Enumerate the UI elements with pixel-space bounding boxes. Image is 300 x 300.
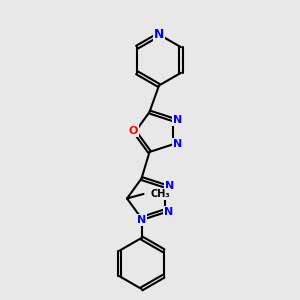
Text: N: N: [165, 181, 174, 191]
Text: O: O: [129, 125, 138, 136]
Text: N: N: [137, 215, 146, 225]
Text: N: N: [164, 207, 173, 217]
Text: CH₃: CH₃: [150, 189, 170, 199]
Text: N: N: [154, 28, 164, 41]
Text: N: N: [173, 115, 182, 125]
Text: N: N: [173, 139, 182, 149]
